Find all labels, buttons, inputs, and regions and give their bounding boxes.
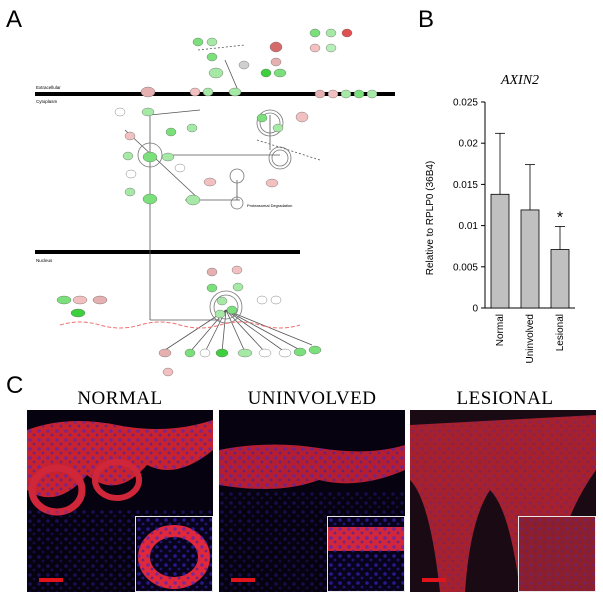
extracellular-label: Extracellular [36,85,61,90]
micrograph-inset-uninvolved [327,516,405,592]
y-tick-label: 0.015 [453,180,478,191]
x-tick-label: Uninvolved [525,314,536,363]
cytoplasm-label: Cytoplasm [36,99,58,104]
micrograph-lesional [410,410,596,592]
bar-lesional [550,249,570,309]
y-tick-label: 0.01 [459,221,479,232]
micrograph-inset-lesional [518,516,596,592]
scale-bar [422,578,446,582]
micrograph-title-uninvolved: UNINVOLVED [247,388,377,409]
panel-label-c: C [6,372,24,399]
x-tick-label: Lesional [555,314,566,351]
panel-label-b: B [418,6,435,33]
micrograph-inset-normal [135,516,213,592]
panel-label-a: A [6,6,23,33]
axin2-bar-chart: AXIN2 Relative to RPLP0 (36B4) 0 0.005 0.0… [425,73,575,363]
micrograph-title-lesional: LESIONAL [456,388,554,409]
y-axis-label: Relative to RPLP0 (36B4) [425,161,436,276]
bar-normal [490,193,510,309]
nuclear-membrane [35,250,300,254]
pathway-diagram: Extracellular Cytoplasm Nucleus Proteaso… [35,28,395,377]
scale-bar [231,578,255,582]
y-tick-label: 0.005 [453,262,478,273]
bar-uninvolved [520,209,540,309]
micrograph-title-normal: NORMAL [77,388,163,409]
scale-bar [39,578,63,582]
y-tick-label: 0.02 [459,139,479,150]
significance-marker: * [557,209,563,226]
degradation-label: Proteasomal Degradation [247,203,292,208]
y-tick-label: 0.025 [453,98,478,109]
cell-membrane [35,92,395,96]
dna-strand [59,321,301,329]
micrograph-normal [27,410,213,592]
chart-title: AXIN2 [500,73,539,88]
nucleus-label: Nucleus [36,258,53,263]
x-tick-label: Normal [495,314,506,346]
micrograph-uninvolved [219,410,405,592]
y-tick-label: 0 [472,304,478,315]
